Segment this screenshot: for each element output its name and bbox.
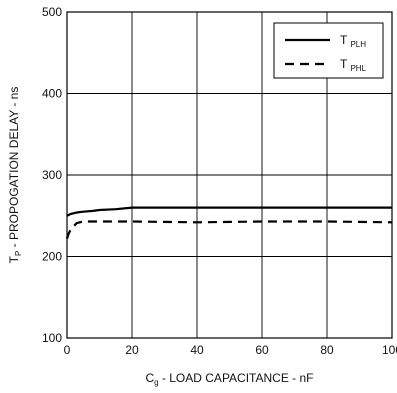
plot-frame <box>66 11 393 339</box>
y-tick-label: 300 <box>42 168 62 182</box>
x-axis-label-sub: g <box>154 378 158 387</box>
legend-label-tphl-sub: PHL <box>350 64 366 73</box>
legend: T PLH T PHL <box>273 22 384 79</box>
x-axis-label: Cg - LOAD CAPACITANCE - nF <box>145 371 313 387</box>
x-tick-label: 60 <box>255 343 269 357</box>
tick-labels: 0 20 40 60 80 100 100 200 300 400 500 <box>42 5 397 357</box>
legend-label-tphl: T PHL <box>340 57 367 73</box>
y-axis-label-rest: - PROPOGATION DELAY - ns <box>7 87 21 251</box>
legend-label-tphl-main: T <box>340 57 348 71</box>
y-tick-label: 200 <box>42 250 62 264</box>
x-tick-label: 0 <box>64 343 71 357</box>
x-tick-label: 20 <box>125 343 139 357</box>
series-line-tplh <box>66 206 392 217</box>
x-tick-label: 80 <box>320 343 334 357</box>
y-axis-label-sub: P <box>14 251 23 256</box>
y-tick-label: 400 <box>42 87 62 101</box>
legend-label-tplh: T PLH <box>340 33 366 49</box>
y-axis-label-main: T <box>7 255 21 263</box>
series-layer <box>65 206 393 239</box>
legend-label-tplh-main: T <box>340 33 348 47</box>
x-axis-label-rest: - LOAD CAPACITANCE - nF <box>159 371 314 385</box>
y-tick-label: 100 <box>42 331 62 345</box>
x-tick-label: 100 <box>382 343 397 357</box>
legend-box <box>273 22 384 79</box>
series-line-tphl <box>65 220 393 239</box>
y-tick-label: 500 <box>42 5 62 19</box>
x-tick-label: 40 <box>190 343 204 357</box>
x-axis-label-main: C <box>145 371 154 385</box>
legend-label-tplh-sub: PLH <box>350 40 366 49</box>
y-axis-label: TP - PROPOGATION DELAY - ns <box>7 87 23 264</box>
